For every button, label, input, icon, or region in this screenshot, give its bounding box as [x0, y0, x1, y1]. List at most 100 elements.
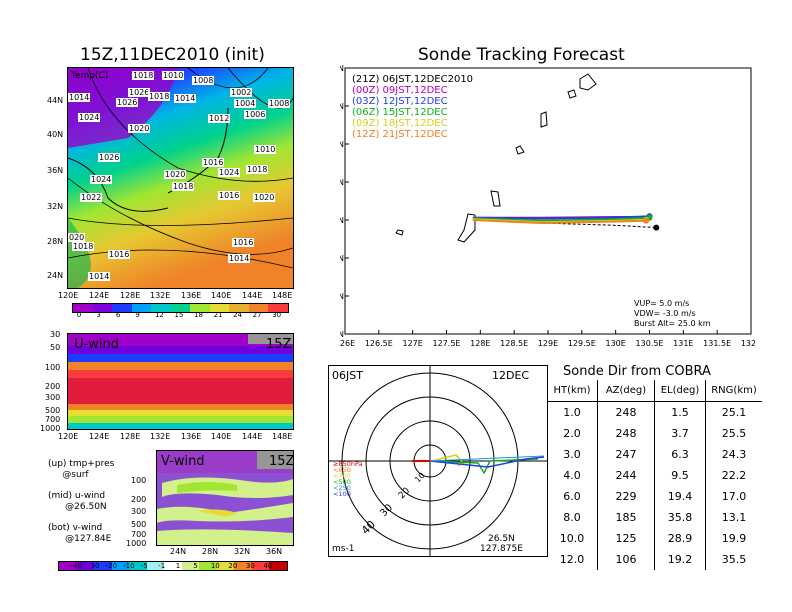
pressure-label: 200	[45, 382, 61, 391]
track-series-line	[472, 217, 657, 229]
track-param: VUP= 5.0 m/s	[634, 299, 690, 308]
lat-label: 28N	[47, 237, 64, 246]
colorbar-swatch	[146, 562, 165, 570]
pressure-label: 100	[45, 363, 61, 372]
isobar-label: 1022	[80, 193, 103, 202]
table-cell: 2.0	[563, 427, 581, 440]
isobar-label: 1010	[254, 145, 277, 154]
lon-label: 124E	[89, 432, 110, 441]
lat-label: 28N	[202, 547, 219, 556]
table-title: Sonde Dir from COBRA	[563, 364, 711, 379]
pressure-label: 300	[45, 393, 61, 402]
colorbar-tick: 9	[135, 311, 140, 319]
isobar-label: 1016	[202, 158, 225, 167]
pressure-label: 100	[131, 476, 147, 485]
table-cell: 125	[597, 528, 655, 549]
pressure-label: 50	[50, 343, 61, 352]
vwind-label: V-wind	[161, 454, 205, 469]
temp-colorbar	[72, 303, 289, 313]
note-up: (up) tmp+pres @surf	[48, 459, 115, 480]
colorbar-swatch	[59, 562, 77, 570]
lat-label: 24N	[170, 547, 187, 556]
colorbar-swatch	[94, 562, 112, 570]
table-cell: 8.0	[563, 511, 581, 524]
table-cell: 248	[597, 401, 655, 423]
note-bot: (bot) v-wind @127.84E	[48, 523, 112, 544]
lon-label: 136E	[181, 291, 202, 300]
lon-label: 124E	[89, 291, 110, 300]
lat-label: 40N	[47, 130, 64, 139]
uwind-panel: U-wind 15Z	[67, 333, 294, 430]
colorbar-tick: 1	[175, 562, 181, 570]
colorbar-swatch	[234, 562, 252, 570]
lon-label: 144E	[242, 291, 263, 300]
level-legend: <100	[333, 490, 351, 498]
colorbar-tick: 20	[228, 562, 238, 570]
isobar-label: 1018	[72, 242, 95, 251]
colorbar-tick: 12	[154, 311, 164, 319]
lon-tick-label: 126.5E	[365, 339, 393, 348]
table-cell: 3.0	[563, 448, 581, 461]
lon-tick-label: 129E	[538, 339, 558, 348]
colorbar-swatch	[216, 562, 235, 570]
isobar-label: 1018	[172, 182, 195, 191]
pressure-label: 500	[45, 406, 61, 415]
table-cell: 35.8	[654, 507, 706, 528]
lon-tick-label: 127E	[403, 339, 423, 348]
lon-label: 132E	[150, 291, 171, 300]
table-row: 1.0 248 1.5 25.1	[547, 401, 762, 423]
isobar-label: 1024	[78, 113, 101, 122]
colorbar-swatch	[248, 304, 269, 312]
legend-entry: (09Z) 18JST,12DEC	[352, 118, 448, 129]
table-row: 4.0 244 9.5 22.2	[547, 465, 762, 486]
level-legend: <500	[333, 478, 351, 486]
table-header: AZ(deg)	[597, 380, 655, 402]
lat-tick-label: 25N	[340, 330, 344, 339]
lat-tick-label: 28N	[340, 102, 344, 111]
isobar-label: 1004	[234, 99, 257, 108]
lon-tick-label: 126E	[340, 339, 355, 348]
isobar-label: 1018	[148, 92, 171, 101]
legend-entry: (03Z) 12JST,12DEC	[352, 96, 448, 107]
colorbar-swatch	[129, 562, 147, 570]
wind-colorbar	[58, 561, 288, 571]
lon-label: 120E	[58, 432, 79, 441]
polar-time: 06JST	[332, 369, 363, 382]
temp-pressure-map: Temp(C) 1018 1010 1008 1014 1026 1026 10…	[67, 67, 294, 289]
lon-label: 140E	[211, 291, 232, 300]
uwind-time: 15Z	[266, 337, 292, 352]
level-legend: <850	[333, 466, 351, 474]
colorbar-swatch	[164, 562, 182, 570]
table-cell: 24.3	[705, 444, 762, 465]
lat-label: 32N	[47, 202, 64, 211]
isobar-label: 1014	[228, 254, 251, 263]
colorbar-swatch	[112, 304, 132, 312]
colorbar-swatch	[190, 304, 210, 312]
lat-tick-label: 28.5N	[340, 64, 344, 73]
table-cell: 247	[597, 444, 655, 465]
colorbar-tick: -5	[140, 562, 148, 570]
colorbar-swatch	[92, 304, 113, 312]
table-cell: 6.0	[563, 490, 581, 503]
polar-date: 12DEC	[492, 369, 529, 382]
lon-tick-label: 130.5E	[636, 339, 664, 348]
table-cell: 248	[597, 423, 655, 444]
table-row: 3.0 247 6.3 24.3	[547, 444, 762, 465]
legend-entry: (21Z) 06JST,12DEC2010	[352, 74, 473, 85]
note-mid: (mid) u-wind @26.50N	[48, 491, 107, 512]
table-cell: 3.7	[654, 423, 706, 444]
pressure-label: 30	[50, 330, 61, 339]
lon-label: 128E	[120, 432, 141, 441]
isobar-label: 1016	[108, 250, 131, 259]
table-cell: 28.9	[654, 528, 706, 549]
colorbar-swatch	[181, 562, 200, 570]
track-param: Burst Alt= 25.0 km	[634, 319, 711, 328]
lat-label: 36N	[47, 166, 64, 175]
lat-label: 24N	[47, 271, 64, 280]
isobar-label: 1018	[132, 71, 155, 80]
isobar-label: 1020	[253, 193, 276, 202]
lon-label: 144E	[242, 432, 263, 441]
lon-tick-label: 128.5E	[500, 339, 528, 348]
isobar-label: 1020	[164, 170, 187, 179]
lat-label: 32N	[234, 547, 251, 556]
